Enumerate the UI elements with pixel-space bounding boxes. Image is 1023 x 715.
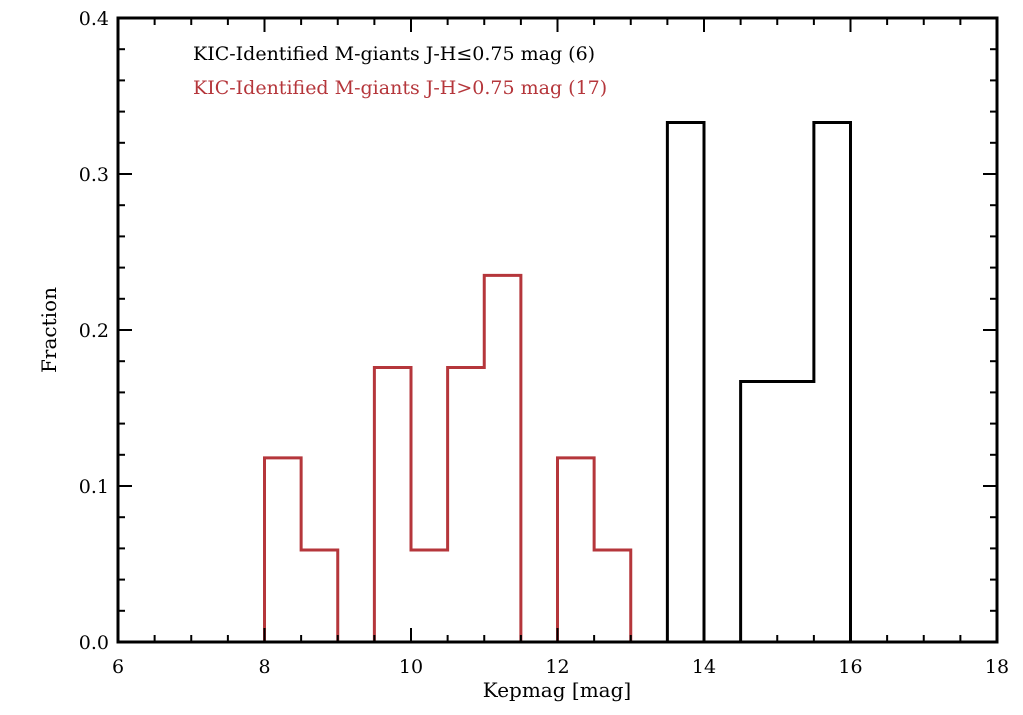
x-tick-label: 12: [545, 656, 569, 678]
x-tick-label: 10: [399, 656, 423, 678]
y-tick-label: 0.2: [79, 320, 109, 342]
legend-entry-red-series: KIC-Identified M-giants J-H>0.75 mag (17…: [193, 77, 607, 99]
legend-entry-black-series: KIC-Identified M-giants J-H≤0.75 mag (6): [193, 43, 595, 65]
y-tick-label: 0.4: [79, 8, 109, 30]
x-tick-label: 18: [985, 656, 1009, 678]
x-axis-title: Kepmag [mag]: [483, 678, 631, 702]
y-tick-label: 0.1: [79, 476, 109, 498]
x-tick-label: 16: [838, 656, 862, 678]
y-tick-label: 0.0: [79, 632, 109, 654]
histogram-series-1: [263, 273, 633, 644]
y-tick-label: 0.3: [79, 164, 109, 186]
x-tick-label: 8: [258, 656, 270, 678]
x-tick-label: 6: [112, 656, 124, 678]
tick-labels: 6 8 10 12 14 16 18 0.0 0.1 0.2 0.3 0.4: [79, 8, 1009, 678]
x-tick-label: 14: [692, 656, 716, 678]
y-axis-title: Fraction: [37, 287, 61, 373]
axis-ticks: [117, 17, 998, 643]
histogram-series-0: [665, 121, 852, 644]
series-group: [263, 121, 852, 644]
